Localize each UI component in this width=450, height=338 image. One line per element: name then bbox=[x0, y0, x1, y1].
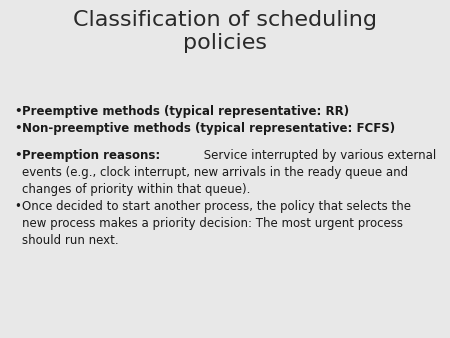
Text: should run next.: should run next. bbox=[22, 234, 119, 247]
Text: •: • bbox=[14, 200, 21, 213]
Text: Preemptive methods (typical representative: RR): Preemptive methods (typical representati… bbox=[22, 105, 349, 118]
Text: events (e.g., clock interrupt, new arrivals in the ready queue and: events (e.g., clock interrupt, new arriv… bbox=[22, 166, 408, 179]
Text: Non-preemptive methods (typical representative: FCFS): Non-preemptive methods (typical represen… bbox=[22, 122, 395, 135]
Text: Preemption reasons:: Preemption reasons: bbox=[22, 149, 160, 162]
Text: •: • bbox=[14, 105, 22, 118]
Text: changes of priority within that queue).: changes of priority within that queue). bbox=[22, 183, 250, 196]
Text: Once decided to start another process, the policy that selects the: Once decided to start another process, t… bbox=[22, 200, 411, 213]
Text: Service interrupted by various external: Service interrupted by various external bbox=[200, 149, 436, 162]
Text: new process makes a priority decision: The most urgent process: new process makes a priority decision: T… bbox=[22, 217, 403, 230]
Text: •: • bbox=[14, 149, 22, 162]
Text: Classification of scheduling
policies: Classification of scheduling policies bbox=[73, 10, 377, 53]
Text: •: • bbox=[14, 122, 22, 135]
